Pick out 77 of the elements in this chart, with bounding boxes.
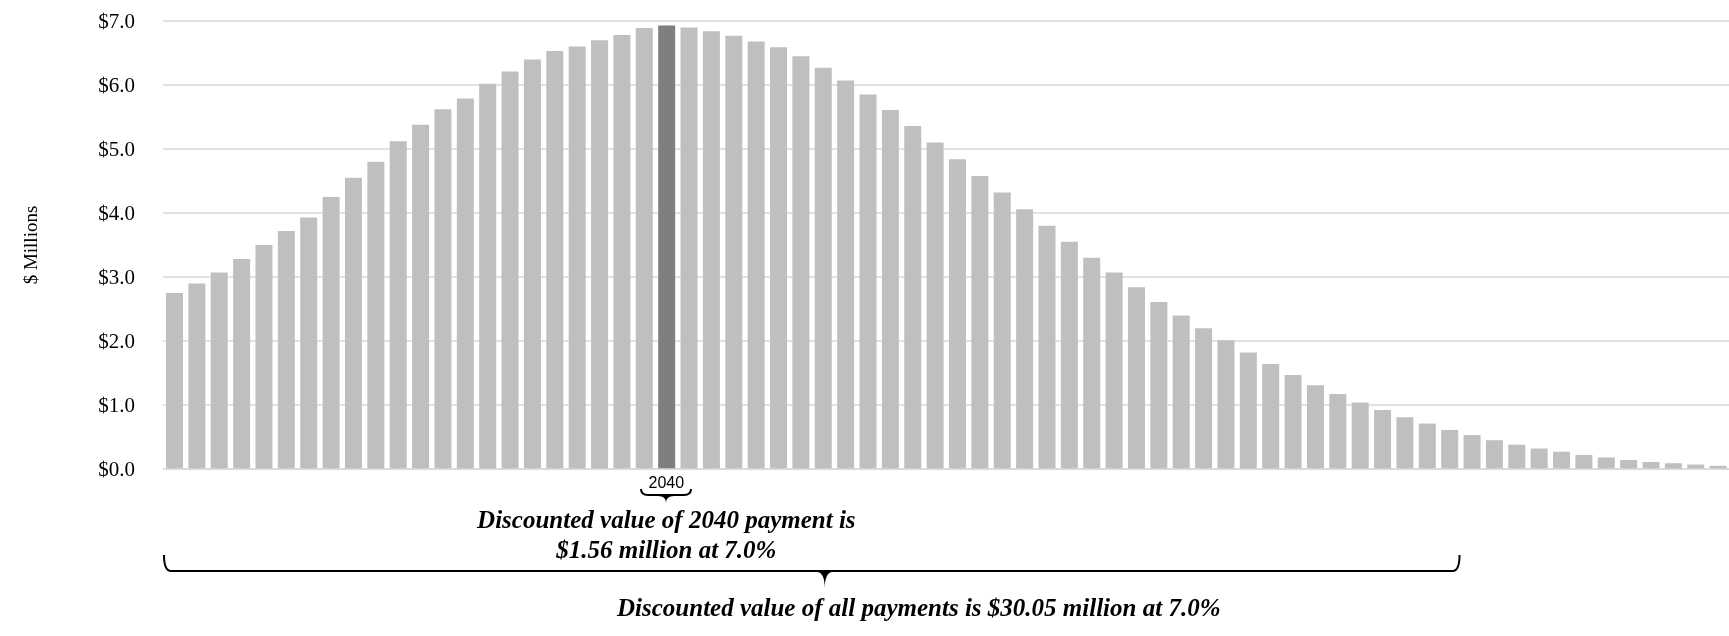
bar bbox=[210, 272, 228, 469]
bar bbox=[344, 177, 362, 469]
bar bbox=[881, 109, 899, 469]
bar bbox=[613, 35, 631, 469]
bar bbox=[367, 161, 385, 469]
bar bbox=[1127, 287, 1145, 469]
bar bbox=[1441, 429, 1459, 469]
bar bbox=[1418, 423, 1436, 469]
y-tick-label: $1.0 bbox=[98, 393, 135, 418]
bar bbox=[166, 293, 183, 469]
text: Discounted value of all payments is $30.05 million at 7.0% bbox=[617, 593, 1221, 623]
bar bbox=[1150, 301, 1168, 469]
bar bbox=[1530, 448, 1548, 469]
bar bbox=[702, 31, 720, 469]
bar bbox=[1262, 364, 1280, 469]
bar bbox=[837, 80, 855, 469]
bar bbox=[1016, 209, 1034, 469]
y-tick-label: $0.0 bbox=[98, 457, 135, 482]
y-tick-label: $3.0 bbox=[98, 265, 135, 290]
bar bbox=[188, 283, 206, 469]
bar bbox=[1284, 374, 1302, 469]
bar bbox=[971, 175, 989, 469]
bar bbox=[501, 71, 519, 469]
bar bbox=[792, 56, 810, 469]
bar bbox=[300, 217, 318, 469]
bar bbox=[1463, 435, 1481, 469]
bar bbox=[1060, 241, 1078, 469]
bar bbox=[1396, 417, 1414, 469]
text: Discounted value of 2040 payment is $1.56 million at 7.0% bbox=[476, 505, 857, 565]
bar bbox=[233, 259, 251, 469]
bar bbox=[859, 94, 877, 469]
y-tick-label: $6.0 bbox=[98, 73, 135, 98]
y-tick-label: $4.0 bbox=[98, 201, 135, 226]
bar bbox=[814, 67, 832, 469]
bar bbox=[949, 159, 966, 469]
bar bbox=[904, 125, 922, 469]
bar bbox=[434, 109, 452, 469]
y-tick-label: $2.0 bbox=[98, 329, 135, 354]
bar bbox=[456, 98, 474, 469]
bar bbox=[1351, 402, 1369, 469]
bar bbox=[1239, 352, 1257, 469]
bar bbox=[635, 28, 653, 469]
bar bbox=[1508, 444, 1526, 469]
bar bbox=[1105, 272, 1123, 469]
bar bbox=[680, 27, 698, 469]
bar bbox=[412, 124, 430, 469]
bar bbox=[1306, 385, 1324, 469]
bar bbox=[1553, 451, 1571, 469]
bar bbox=[658, 25, 676, 469]
bar bbox=[568, 46, 586, 469]
bar bbox=[1597, 457, 1615, 469]
bar bbox=[1195, 328, 1213, 469]
y-tick-label: $5.0 bbox=[98, 137, 135, 162]
bar bbox=[277, 230, 295, 469]
bar bbox=[1083, 257, 1101, 469]
bar bbox=[725, 35, 743, 469]
bar bbox=[546, 51, 564, 469]
bar bbox=[926, 142, 944, 469]
bar bbox=[993, 192, 1011, 469]
bar bbox=[1374, 410, 1392, 469]
bar bbox=[479, 83, 497, 469]
bar bbox=[1217, 340, 1235, 469]
bar bbox=[591, 40, 609, 469]
bar bbox=[322, 197, 340, 469]
bar bbox=[389, 141, 407, 469]
bar bbox=[1329, 394, 1347, 469]
bar bbox=[1485, 440, 1503, 469]
bar bbox=[1575, 454, 1593, 469]
x-tick-label: 2040 bbox=[648, 474, 685, 492]
bar bbox=[747, 41, 765, 469]
bar bbox=[523, 59, 541, 469]
y-axis-title: $ Millions bbox=[19, 205, 41, 285]
bar bbox=[770, 47, 788, 469]
bar bbox=[255, 245, 273, 469]
bar bbox=[1038, 225, 1056, 469]
y-tick-label: $7.0 bbox=[98, 9, 135, 34]
bar bbox=[1172, 315, 1190, 469]
